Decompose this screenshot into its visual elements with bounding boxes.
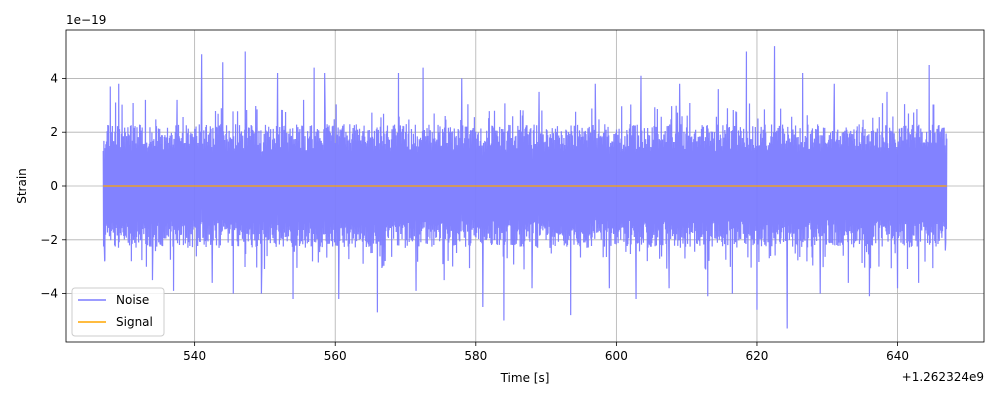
legend-noise-label: Noise (116, 293, 149, 307)
plot-series (102, 46, 948, 329)
x-tick-label: 580 (464, 349, 487, 363)
y-tick-label: −2 (40, 233, 58, 247)
y-tick-label: −4 (40, 287, 58, 301)
y-tick-label: 2 (50, 125, 58, 139)
x-tick-label: 600 (605, 349, 628, 363)
y-axis-label: Strain (15, 168, 29, 204)
x-tick-label: 640 (886, 349, 909, 363)
axis-ticks: 540 560 580 600 620 640 −4 −2 0 2 4 (40, 71, 909, 363)
x-axis-label: Time [s] (500, 371, 550, 385)
x-tick-label: 560 (324, 349, 347, 363)
x-tick-label: 620 (746, 349, 769, 363)
x-offset-text: +1.262324e9 (902, 370, 984, 384)
y-scale-offset-text: 1e−19 (66, 13, 106, 27)
x-tick-label: 540 (183, 349, 206, 363)
series-noise-line (102, 46, 948, 329)
y-tick-label: 4 (50, 71, 58, 85)
legend-signal-label: Signal (116, 315, 153, 329)
legend: Noise Signal (71, 287, 165, 337)
y-tick-label: 0 (50, 179, 58, 193)
